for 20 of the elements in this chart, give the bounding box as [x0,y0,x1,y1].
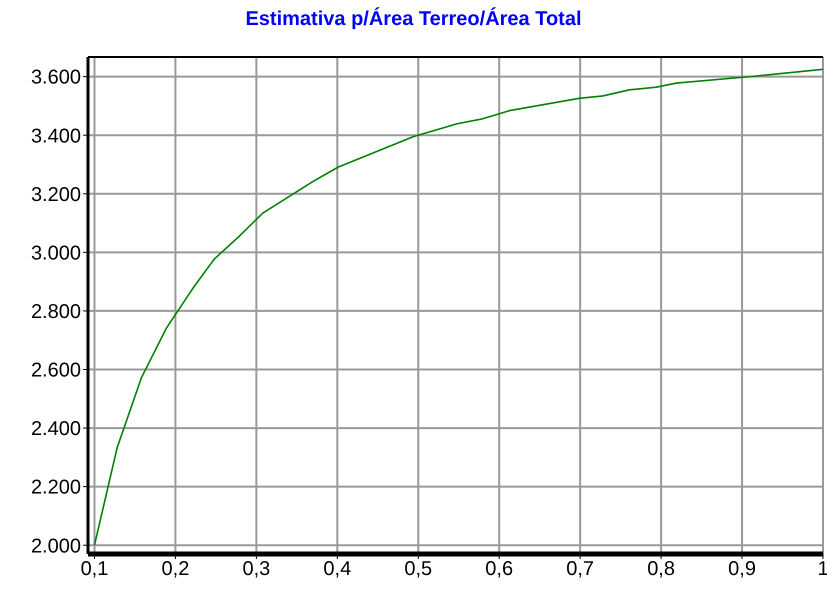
y-tick-label: 2.600 [30,360,81,382]
x-tick-label: 0,4 [323,558,352,580]
y-tick-label: 3.200 [30,184,81,206]
y-tick-label: 2.400 [30,418,81,440]
x-tick-label: 0,2 [162,558,190,580]
x-tick-label: 0,5 [404,558,432,580]
y-tick-label: 3.000 [30,242,81,264]
y-tick-label: 2.000 [30,535,81,558]
x-tick-label: 0,9 [728,558,756,580]
x-tick-label: 0,3 [242,558,270,580]
y-tick-label: 2.200 [30,476,81,499]
line-series [94,68,823,546]
y-tick-label: 3.600 [30,66,81,89]
y-tick-label: 2.800 [30,301,81,324]
x-tick-label: 0,6 [485,558,514,580]
chart-title: Estimativa p/Área Terreo/Área Total [244,8,583,31]
y-tick-label: 3.400 [30,125,81,148]
x-tick-label: 0,7 [566,558,594,580]
x-tick-label: 0,8 [647,558,676,580]
x-tick-label: 0,1 [80,558,108,580]
